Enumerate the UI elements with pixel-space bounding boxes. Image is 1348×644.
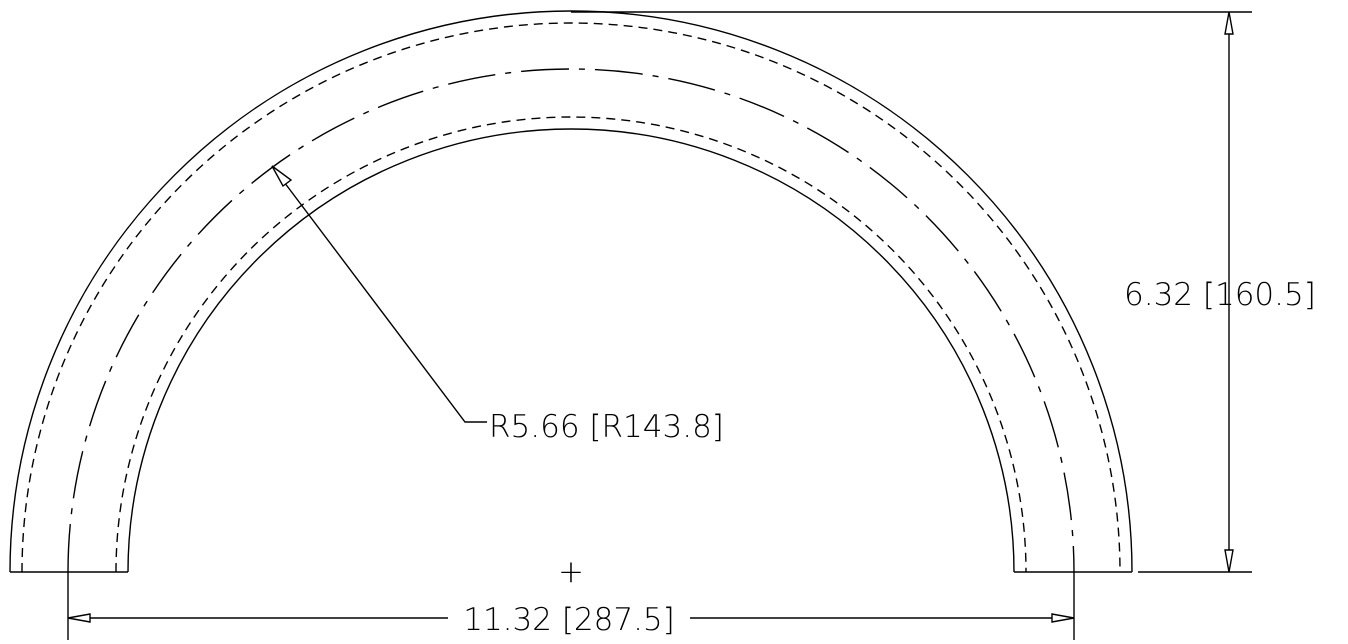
width-arrowhead-left [67, 613, 91, 623]
center-mark: + [558, 554, 584, 590]
height-dimension-label: 6.32 [160.5] [1124, 277, 1316, 313]
width-dimension-label: 11.32 [287.5] [463, 602, 675, 638]
height-arrowhead-top [1224, 11, 1234, 35]
outer-hidden-arc [21, 22, 1121, 573]
radius-dimension-label: R5.66 [R143.8] [489, 409, 724, 445]
outer-wall-arc [9, 10, 1133, 573]
height-arrowhead-bottom [1224, 549, 1234, 573]
radius-arrowhead [271, 165, 293, 188]
centerline-arc [67, 68, 1075, 573]
width-arrowhead-right [1051, 613, 1075, 623]
inner-hidden-arc [115, 116, 1027, 573]
radius-leader-line [271, 165, 487, 423]
inner-wall-arc [127, 128, 1015, 573]
